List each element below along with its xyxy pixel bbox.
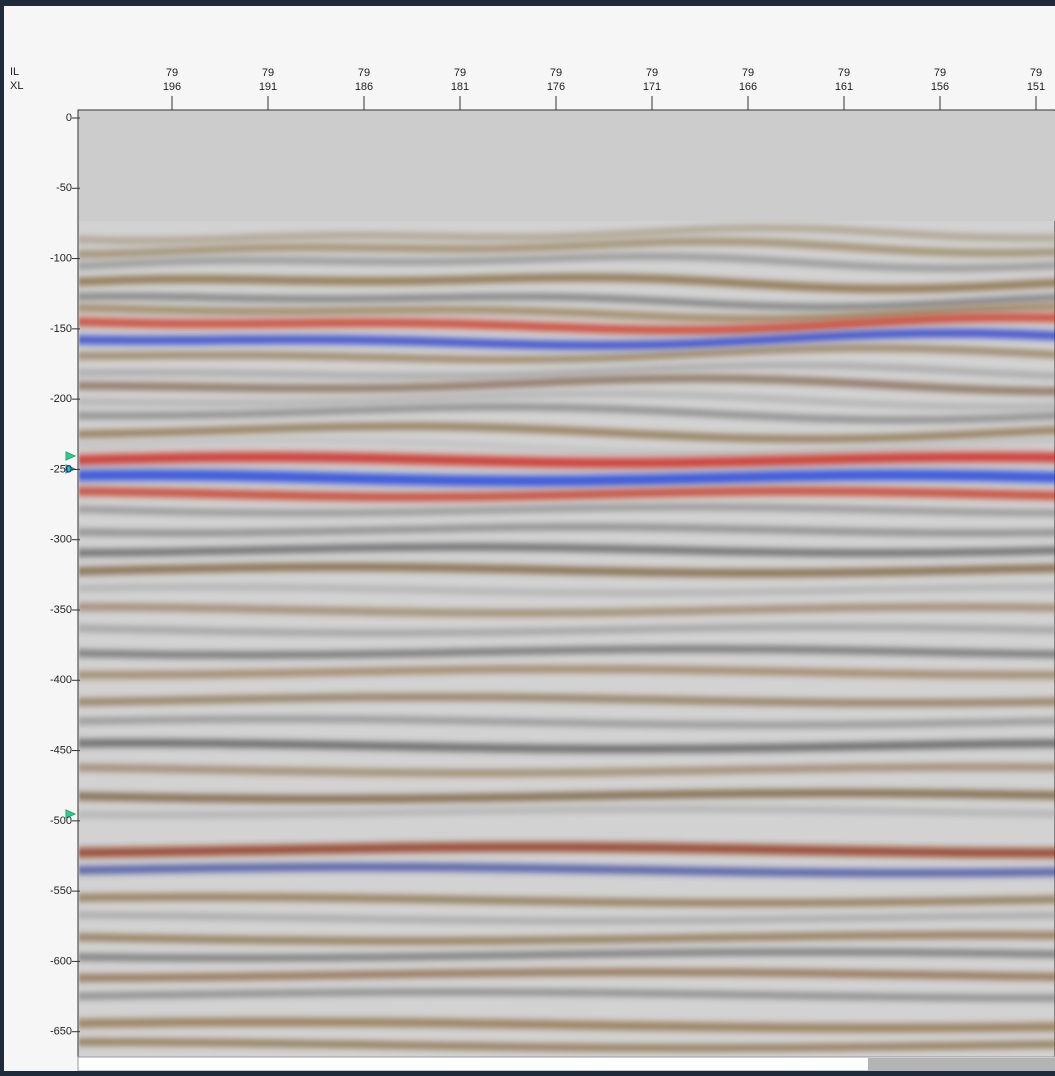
seismic-event xyxy=(79,504,1055,516)
x-tick-label: 79 xyxy=(550,67,562,79)
seismic-event xyxy=(79,913,1055,923)
seismic-event xyxy=(79,969,1055,981)
marker xyxy=(65,464,77,474)
seismic-event xyxy=(79,225,1055,244)
seismic-event xyxy=(79,894,1055,906)
seismic-event xyxy=(79,949,1055,961)
y-tick-label: -50 xyxy=(56,182,72,194)
seismic-event xyxy=(79,404,1055,423)
x-tick-label: 79 xyxy=(166,67,178,79)
y-tick-label: -500 xyxy=(50,815,72,827)
seismic-event xyxy=(79,694,1055,706)
x-tick-label: 161 xyxy=(835,81,853,93)
seismic-event xyxy=(79,487,1055,501)
x-tick-label: 166 xyxy=(739,81,757,93)
x-tick-label: 181 xyxy=(451,81,469,93)
x-tick-label: 191 xyxy=(259,81,277,93)
seismic-event xyxy=(79,469,1055,487)
seismic-event xyxy=(79,238,1055,258)
seismic-event xyxy=(79,739,1055,753)
x-tick-label: 79 xyxy=(742,67,754,79)
seismic-event xyxy=(79,452,1055,468)
marker xyxy=(65,451,77,461)
seismic-event xyxy=(79,989,1055,1001)
y-tick-label: -150 xyxy=(50,323,72,335)
y-tick-label: -450 xyxy=(50,744,72,756)
seismic-event xyxy=(79,563,1055,577)
seismic-event xyxy=(79,345,1055,363)
y-tick-label: -400 xyxy=(50,674,72,686)
x-tick-label: 79 xyxy=(934,67,946,79)
y-tick-label: -650 xyxy=(50,1026,72,1038)
y-tick-label: -250 xyxy=(50,463,72,475)
seismic-event xyxy=(79,807,1055,817)
y-tick-label: -100 xyxy=(50,252,72,264)
y-tick-label: 0 xyxy=(66,112,72,124)
scrollbar-thumb[interactable] xyxy=(868,1058,1055,1071)
x-tick-label: 151 xyxy=(1027,81,1045,93)
x-tick-label: 79 xyxy=(838,67,850,79)
seismic-event xyxy=(79,604,1055,616)
seismic-event xyxy=(79,789,1055,803)
axis-label-xl: XL xyxy=(10,80,23,92)
seismic-event xyxy=(79,1039,1055,1051)
seismic-event xyxy=(79,764,1055,776)
x-tick-label: 79 xyxy=(358,67,370,79)
seismic-event xyxy=(79,303,1055,322)
x-tick-label: 79 xyxy=(262,67,274,79)
seismic-event xyxy=(79,863,1055,877)
y-tick-label: -600 xyxy=(50,955,72,967)
seismic-event xyxy=(79,313,1055,335)
seismic-event xyxy=(79,329,1055,350)
seismic-event xyxy=(79,293,1055,310)
x-tick-label: 176 xyxy=(547,81,565,93)
seismic-event xyxy=(79,375,1055,395)
seismic-event xyxy=(79,666,1055,678)
seismic-event xyxy=(79,585,1055,595)
seismic-event xyxy=(79,253,1055,271)
seismic-event xyxy=(79,438,1055,455)
seismic-event xyxy=(79,624,1055,636)
x-tick-label: 79 xyxy=(646,67,658,79)
seismic-event xyxy=(79,842,1055,858)
seismic-event xyxy=(79,1018,1055,1032)
seismic-event xyxy=(79,544,1055,556)
x-tick-label: 186 xyxy=(355,81,373,93)
marker xyxy=(65,809,77,819)
seismic-event xyxy=(79,273,1055,293)
seismic-event xyxy=(79,716,1055,728)
axis-label-il: IL xyxy=(10,66,19,78)
x-tick-label: 79 xyxy=(454,67,466,79)
x-tick-label: 196 xyxy=(163,81,181,93)
seismic-event xyxy=(79,391,1055,409)
seismic-event xyxy=(79,423,1055,442)
y-tick-label: -550 xyxy=(50,885,72,897)
y-tick-label: -200 xyxy=(50,393,72,405)
y-tick-label: -350 xyxy=(50,604,72,616)
seismic-event xyxy=(79,363,1055,379)
x-tick-label: 79 xyxy=(1030,67,1042,79)
x-tick-label: 156 xyxy=(931,81,949,93)
seismic-event xyxy=(79,932,1055,944)
x-tick-label: 171 xyxy=(643,81,661,93)
seismic-event xyxy=(79,646,1055,658)
y-tick-label: -300 xyxy=(50,534,72,546)
seismic-image xyxy=(79,111,1055,1051)
seismic-event xyxy=(79,524,1055,536)
